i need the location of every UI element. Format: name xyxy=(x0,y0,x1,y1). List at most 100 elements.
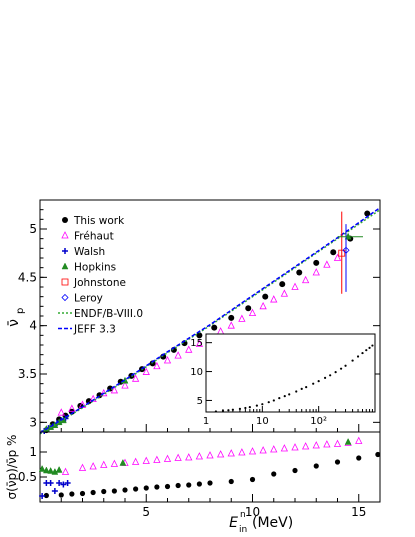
ratio-this-work-point xyxy=(101,488,107,495)
inset-point xyxy=(334,371,337,374)
inset-x-tick-label: 10 xyxy=(256,416,269,427)
ratio-this-work-point xyxy=(143,485,149,491)
ratio-fr-haut-point xyxy=(333,439,342,447)
fr-haut-point xyxy=(142,367,150,375)
fr-haut-point xyxy=(110,386,119,394)
inset-point xyxy=(221,409,225,412)
legend-item-hopkins: Hopkins xyxy=(61,262,116,274)
this-work-point xyxy=(279,281,286,288)
ratio-this-work-point xyxy=(271,471,277,477)
fr-haut-point xyxy=(131,374,140,382)
inset-point xyxy=(267,401,270,404)
ratio-fr-haut-point xyxy=(355,436,363,444)
fr-haut-point xyxy=(121,381,129,389)
this-work-point xyxy=(196,332,203,339)
fr-haut-point xyxy=(89,394,97,403)
inset-point xyxy=(361,351,364,355)
legend-label: This work xyxy=(73,215,125,227)
legend-label: Fréhaut xyxy=(74,231,114,243)
main-ylabel-subscript: p xyxy=(15,308,26,314)
fr-haut-point xyxy=(68,404,76,412)
fr-haut-point xyxy=(248,308,257,317)
inset-point xyxy=(312,382,315,385)
ratio-fr-haut-point xyxy=(216,450,225,458)
inset-point xyxy=(365,349,368,352)
this-work-point xyxy=(296,269,303,276)
inset-point xyxy=(272,399,275,402)
ratio-hopkins-point xyxy=(55,465,63,473)
endf-b-viii-0-line xyxy=(39,209,381,435)
fr-haut-point xyxy=(227,321,235,329)
legend-item-johnstone: Johnstone xyxy=(61,277,126,289)
legend-label: Johnstone xyxy=(73,277,126,289)
inset-point xyxy=(339,367,343,370)
ratio-fr-haut-point xyxy=(206,451,214,459)
fr-haut-point xyxy=(153,361,161,370)
inset-point xyxy=(329,374,332,377)
error-bars xyxy=(337,211,363,294)
ratio-fr-haut-point xyxy=(185,453,193,461)
inset-point xyxy=(227,409,230,412)
legend-marker xyxy=(61,231,69,239)
inset-y-tick-label: 10 xyxy=(190,367,203,378)
ratio-hopkins-point xyxy=(119,458,127,466)
x-axis-label-unit: (MeV) xyxy=(252,515,293,531)
main-y-tick-label: 3.5 xyxy=(18,367,37,381)
ratio-fr-haut-point xyxy=(270,445,278,453)
ratio-this-work-point xyxy=(228,478,234,485)
ratio-fr-haut-point xyxy=(248,447,257,455)
series-endf-b-viii-0 xyxy=(39,209,381,435)
fr-haut-point xyxy=(163,356,172,364)
ratio-this-work-point xyxy=(186,482,192,488)
this-work-point xyxy=(85,398,92,405)
ratio-series-fr-haut xyxy=(61,436,363,475)
ratio-this-work-point xyxy=(313,463,319,469)
ratio-y-axis-label: σ(ν̄p)/ν̄p % xyxy=(5,435,19,500)
fr-haut-point xyxy=(280,289,289,297)
ratio-this-work-point xyxy=(292,467,298,474)
inset-point xyxy=(317,379,320,383)
ratio-x-tick-label: 15 xyxy=(351,505,366,519)
ratio-this-work-point xyxy=(43,492,49,499)
ratio-this-work-point xyxy=(69,491,75,497)
fr-haut-point xyxy=(333,253,342,261)
ratio-walsh-point xyxy=(56,480,63,486)
ratio-x-tick-label: 10 xyxy=(245,505,260,519)
ratio-fr-haut-point xyxy=(153,455,161,463)
legend-marker xyxy=(62,217,68,223)
fr-haut-point xyxy=(216,327,225,335)
inset-point xyxy=(371,344,374,347)
x-axis-label: E n in (MeV) xyxy=(229,510,293,535)
inset-point xyxy=(278,397,281,400)
ratio-fr-haut-point xyxy=(163,454,172,462)
inset-point xyxy=(238,407,242,410)
ratio-fr-haut-point xyxy=(291,443,299,451)
inset-point xyxy=(231,408,234,411)
fr-haut-point xyxy=(195,339,204,347)
ratio-fr-haut-point xyxy=(174,453,182,461)
ratio-fr-haut-point xyxy=(100,460,108,468)
main-y-axis-label: ν̄ p xyxy=(6,308,26,327)
this-work-point xyxy=(262,293,269,300)
ratio-this-work-point xyxy=(122,487,128,493)
ratio-fr-haut-point xyxy=(323,440,331,448)
fr-haut-point xyxy=(259,301,267,310)
ratio-y-tick-label: 1 xyxy=(29,445,37,459)
legend-label: ENDF/B-VIII.0 xyxy=(74,308,143,320)
inset-point xyxy=(356,355,360,358)
main-y-tick-label: 3 xyxy=(29,415,37,429)
ratio-fr-haut-point xyxy=(301,442,310,450)
ratio-fr-haut-point xyxy=(89,462,97,470)
ratio-this-work-point xyxy=(133,486,139,492)
fr-haut-point xyxy=(291,282,299,290)
ratio-fr-haut-point xyxy=(195,452,204,460)
ratio-fr-haut-point xyxy=(142,456,150,464)
this-work-point xyxy=(245,305,252,312)
legend-label: Walsh xyxy=(74,246,105,258)
ratio-this-work-point xyxy=(334,459,341,465)
inset-point xyxy=(351,359,354,362)
ratio-series-walsh xyxy=(39,480,71,499)
legend-marker xyxy=(62,248,68,254)
ratio-this-work-point xyxy=(90,489,96,496)
fr-haut-point xyxy=(270,295,278,303)
